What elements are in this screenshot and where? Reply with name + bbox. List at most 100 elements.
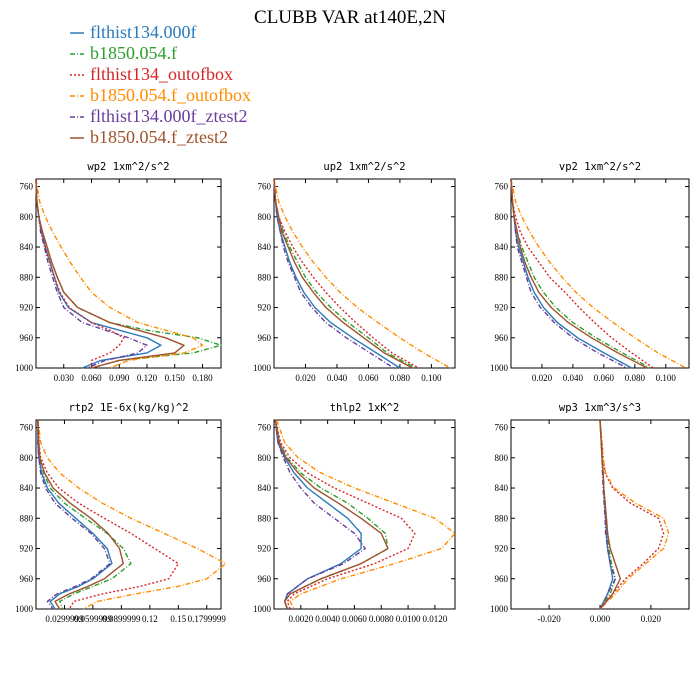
x-tick-label: 0.120 — [137, 373, 158, 383]
y-tick-label: 840 — [495, 242, 509, 252]
y-tick-label: 800 — [20, 453, 34, 463]
x-tick-label: 0.000 — [590, 614, 611, 624]
legend-label: b1850.054.f_ztest2 — [90, 127, 228, 147]
series-line — [37, 419, 132, 610]
panel: wp3 1xm^3/s^3 760 800 840 880 920 960 1000 -0.02… — [490, 402, 690, 624]
x-tick-label: 0.080 — [390, 373, 411, 383]
series-line — [273, 178, 417, 369]
series-line — [599, 419, 621, 610]
series-line — [35, 178, 185, 369]
plot-frame — [273, 178, 456, 369]
legend-item: flthist134.000f_ztest2 — [70, 106, 247, 126]
legend-label: flthist134_outofbox — [90, 64, 233, 84]
y-tick-label: 920 — [20, 303, 34, 313]
y-tick-label: 960 — [258, 333, 272, 343]
series-line — [35, 178, 162, 369]
legend: flthist134.000fb1850.054.fflthist134_out… — [70, 22, 251, 147]
y-tick-label: 840 — [495, 483, 509, 493]
series-line — [510, 178, 687, 369]
y-tick-label: 760 — [495, 182, 509, 192]
series-line — [35, 178, 148, 369]
series-line — [37, 419, 180, 610]
legend-label: b1850.054.f — [90, 43, 177, 63]
panel: up2 1xm^2/s^2 760 800 840 880 920 960 1000 0.020… — [253, 161, 456, 383]
panel-title: vp2 1xm^2/s^2 — [559, 161, 641, 173]
series-line — [35, 178, 204, 369]
plot-frame — [510, 419, 690, 610]
y-tick-label: 920 — [495, 303, 509, 313]
y-tick-label: 1000 — [253, 363, 272, 373]
series-line — [35, 178, 222, 369]
y-tick-label: 760 — [495, 423, 509, 433]
x-tick-label: 0.0020 — [288, 614, 313, 624]
figure-title: CLUBB VAR at140E,2N — [254, 7, 446, 28]
legend-label: flthist134.000f_ztest2 — [90, 106, 247, 126]
x-tick-label: 0.020 — [532, 373, 553, 383]
panel-title: up2 1xm^2/s^2 — [323, 161, 405, 173]
y-tick-label: 760 — [20, 423, 34, 433]
x-tick-label: 0.0599999 — [74, 614, 113, 624]
x-tick-label: 0.060 — [358, 373, 379, 383]
x-tick-label: 0.100 — [656, 373, 677, 383]
y-tick-label: 1000 — [15, 604, 34, 614]
series-line — [510, 178, 648, 369]
y-tick-label: 920 — [495, 544, 509, 554]
x-tick-label: 0.080 — [625, 373, 646, 383]
y-tick-label: 880 — [258, 272, 272, 282]
y-tick-label: 880 — [20, 513, 34, 523]
x-tick-label: 0.12 — [142, 614, 158, 624]
series-line — [274, 419, 389, 610]
panels: wp2 1xm^2/s^2 760 800 840 880 920 960 1000 0.030… — [15, 161, 690, 624]
series-line — [510, 178, 654, 369]
y-tick-label: 880 — [258, 513, 272, 523]
legend-label: flthist134.000f — [90, 22, 197, 42]
x-tick-label: 0.060 — [81, 373, 102, 383]
y-tick-label: 840 — [20, 242, 34, 252]
legend-item: flthist134.000f — [70, 22, 197, 42]
x-tick-label: 0.020 — [641, 614, 662, 624]
y-tick-label: 800 — [20, 212, 34, 222]
y-tick-label: 920 — [20, 544, 34, 554]
x-tick-label: 0.0299999 — [45, 614, 84, 624]
series-line — [510, 178, 628, 369]
series-line — [599, 419, 665, 610]
panel-title: thlp2 1xK^2 — [330, 402, 400, 414]
panel-title: wp2 1xm^2/s^2 — [87, 161, 169, 173]
plot-frame — [510, 178, 690, 369]
y-tick-label: 880 — [20, 272, 34, 282]
x-tick-label: 0.040 — [563, 373, 584, 383]
panel: wp2 1xm^2/s^2 760 800 840 880 920 960 1000 0.030… — [15, 161, 222, 383]
x-tick-label: 0.060 — [594, 373, 615, 383]
x-tick-label: 0.0040 — [315, 614, 340, 624]
x-tick-label: 0.1799999 — [188, 614, 227, 624]
series-line — [273, 178, 420, 369]
panel: rtp2 1E-6x(kg/kg)^2 760 800 840 880 920 960 100… — [15, 402, 227, 624]
y-tick-label: 800 — [258, 212, 272, 222]
panel: vp2 1xm^2/s^2 760 800 840 880 920 960 1000 0.020… — [490, 161, 690, 383]
x-tick-label: 0.180 — [192, 373, 213, 383]
x-tick-label: 0.0060 — [342, 614, 367, 624]
y-tick-label: 840 — [20, 483, 34, 493]
x-tick-label: 0.0100 — [396, 614, 421, 624]
y-tick-label: 840 — [258, 483, 272, 493]
y-tick-label: 920 — [258, 303, 272, 313]
series-line — [35, 178, 125, 368]
legend-item: b1850.054.f — [70, 43, 177, 63]
series-line — [599, 419, 670, 610]
series-line — [37, 420, 111, 610]
y-tick-label: 1000 — [15, 363, 34, 373]
panel-title: rtp2 1E-6x(kg/kg)^2 — [68, 402, 188, 414]
series-line — [274, 419, 362, 610]
x-tick-label: 0.0899999 — [102, 614, 141, 624]
y-tick-label: 760 — [20, 182, 34, 192]
legend-item: b1850.054.f_outofbox — [70, 85, 251, 105]
series-line — [37, 419, 227, 610]
legend-label: b1850.054.f_outofbox — [90, 85, 251, 105]
y-tick-label: 960 — [20, 574, 34, 584]
x-tick-label: 0.020 — [295, 373, 316, 383]
series-line — [273, 178, 394, 369]
x-tick-label: 0.030 — [54, 373, 75, 383]
y-tick-label: 960 — [495, 574, 509, 584]
